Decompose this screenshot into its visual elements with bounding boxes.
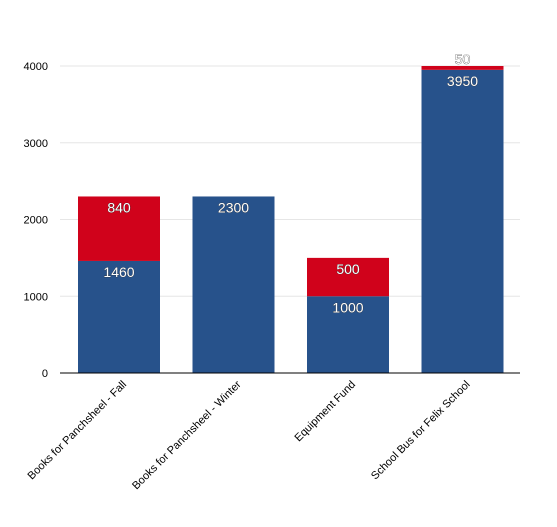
x-axis-category-labels: Books for Panchsheel - Fall Books for Pan… xyxy=(26,378,473,492)
bar-segment xyxy=(78,260,160,373)
y-tick-label: 1000 xyxy=(24,291,48,303)
x-category-label: Books for Panchsheel - Fall xyxy=(26,379,130,483)
bar-segment xyxy=(78,196,160,261)
y-tick-label: 4000 xyxy=(24,61,48,73)
bar-segment xyxy=(192,196,275,373)
y-tick-label: 2000 xyxy=(24,215,48,227)
bar-segment xyxy=(421,66,504,70)
data-label: 3950 xyxy=(447,73,478,89)
data-label: 1000 xyxy=(332,299,363,315)
data-labels: 1460 840 2300 1000 500 3950 50 xyxy=(103,51,478,316)
y-axis-tick-labels: 0 1000 2000 3000 4000 xyxy=(24,61,48,380)
data-label: 1460 xyxy=(103,264,134,280)
bar-segment xyxy=(307,296,389,373)
x-category-label: Equipment Fund xyxy=(293,379,359,445)
data-label: 2300 xyxy=(218,199,249,215)
x-category-label: Books for Panchsheel - Winter xyxy=(130,378,244,492)
y-tick-label: 0 xyxy=(42,368,48,380)
data-label: 840 xyxy=(107,199,131,215)
bar-segment xyxy=(421,69,504,374)
x-category-label: School Bus for Felix School xyxy=(369,379,473,483)
data-label: 500 xyxy=(336,261,360,277)
y-tick-label: 3000 xyxy=(24,138,48,150)
bars xyxy=(78,66,504,374)
data-label: 50 xyxy=(455,51,471,67)
bar-segment xyxy=(307,257,389,297)
